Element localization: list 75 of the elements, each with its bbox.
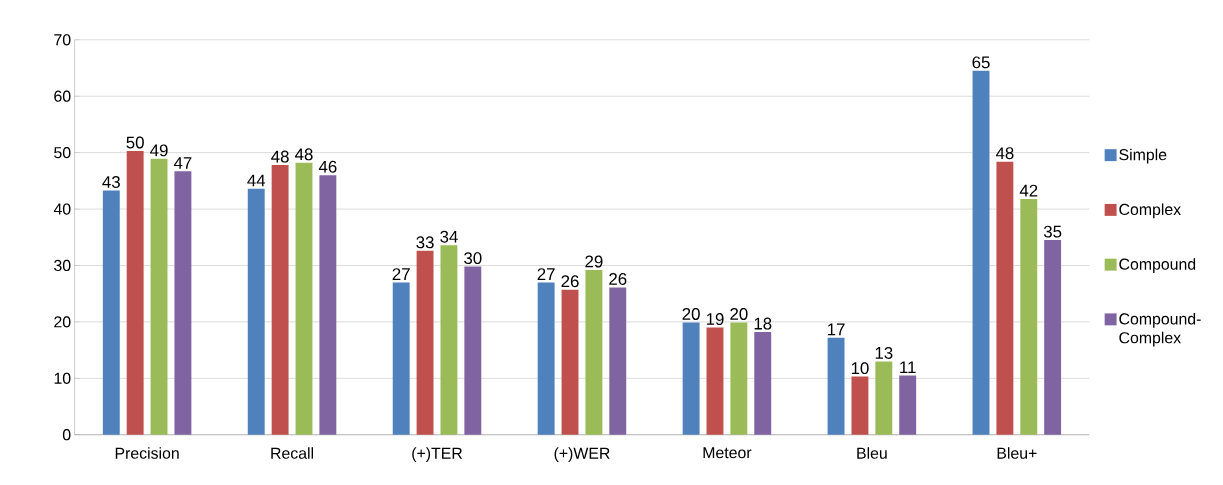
bar [851, 376, 869, 435]
data-label: 20 [682, 307, 700, 320]
bar [682, 322, 700, 435]
data-label: 48 [271, 150, 289, 163]
data-label: 18 [754, 317, 772, 330]
data-label: 47 [173, 156, 192, 169]
data-label: 26 [561, 275, 579, 287]
data-label: 43 [102, 175, 120, 188]
y-tick-label: 40 [53, 203, 71, 215]
bar [827, 337, 845, 435]
data-label: 65 [972, 56, 990, 69]
data-label: 26 [609, 272, 627, 285]
bar [561, 289, 579, 435]
y-tick-label: 0 [62, 428, 71, 441]
y-tick-label: 70 [54, 33, 71, 46]
bar [295, 162, 313, 435]
bar [996, 161, 1014, 435]
bar [706, 327, 724, 435]
bar [972, 70, 990, 435]
bar [730, 322, 748, 435]
bar [247, 188, 265, 435]
bar [392, 282, 410, 435]
data-label: 35 [1043, 225, 1062, 238]
bar [174, 171, 192, 435]
bar [754, 331, 772, 435]
legend-label: Complex [1119, 203, 1181, 218]
bar [585, 269, 603, 435]
data-label: 27 [537, 267, 555, 280]
bar [609, 287, 627, 435]
data-label: 27 [392, 267, 410, 280]
legend-label: Compound [1119, 257, 1196, 273]
y-tick-label: 10 [54, 372, 71, 384]
bar [150, 158, 168, 435]
x-tick-label: (+)TER [412, 446, 463, 462]
data-label: 10 [851, 361, 869, 374]
bar [271, 164, 289, 435]
x-tick-label: Bleu+ [997, 446, 1037, 459]
data-label: 11 [900, 361, 916, 373]
x-tick-label: Bleu [857, 446, 887, 459]
data-label: 17 [827, 323, 845, 335]
data-label: 34 [440, 230, 458, 243]
bar [102, 190, 120, 435]
data-label: 29 [585, 255, 603, 268]
data-label: 46 [318, 160, 337, 173]
data-label: 49 [150, 144, 168, 157]
legend-label: Simple [1119, 148, 1167, 164]
x-tick-label: Precision [115, 446, 179, 459]
bar [1020, 198, 1038, 435]
data-label: 42 [1019, 184, 1038, 197]
bar [126, 150, 144, 435]
y-tick-label: 30 [54, 259, 71, 271]
y-tick-label: 50 [54, 146, 71, 159]
data-label: 30 [464, 251, 482, 264]
data-label: 48 [995, 146, 1014, 159]
bar [875, 361, 893, 435]
data-label: 33 [416, 236, 434, 249]
bar [319, 174, 337, 435]
x-tick-label: Meteor [703, 446, 752, 459]
data-label: 19 [706, 312, 724, 325]
data-label: 20 [730, 307, 748, 320]
x-tick-label: Recall [271, 446, 314, 459]
data-label: 13 [875, 346, 893, 359]
bar [1044, 239, 1062, 435]
data-label: 48 [295, 148, 313, 161]
y-tick-label: 60 [54, 90, 71, 102]
bar [464, 266, 482, 435]
legend-label: Compound-Complex [1119, 312, 1201, 347]
x-tick-label: (+)WER [554, 446, 610, 462]
bar [537, 282, 555, 435]
bar [440, 244, 458, 435]
bar [899, 375, 917, 435]
data-label: 50 [126, 136, 144, 149]
y-tick-label: 20 [54, 316, 71, 328]
data-label: 44 [247, 174, 266, 186]
bar [416, 250, 434, 435]
